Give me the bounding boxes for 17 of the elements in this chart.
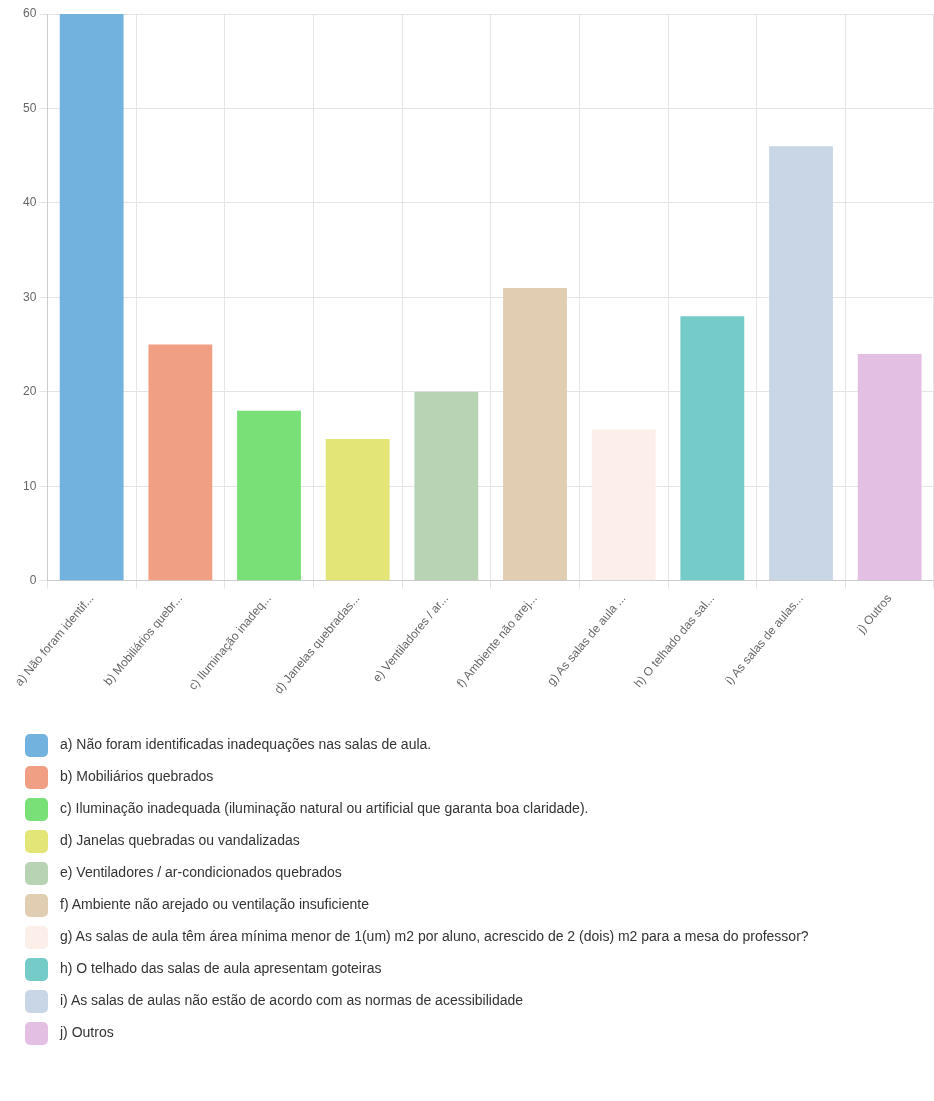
y-tick-label: 30: [22, 289, 37, 304]
legend-label: g) As salas de aula têm área mínima menor de 1(um) m2 por aluno, acrescido de 2 (dois) m2 para a mesa do professor?: [60, 927, 809, 946]
legend-label: b) Mobiliários quebrados: [60, 767, 214, 786]
y-tick-label: 40: [22, 195, 37, 210]
y-tick-label: 10: [22, 478, 37, 493]
legend-label: j) Outros: [60, 1023, 114, 1042]
y-tick-label: 50: [22, 100, 37, 115]
legend-label: c) Iluminação inadequada (iluminação natural ou artificial que garanta boa claridade).: [60, 799, 589, 818]
y-tick-label: 60: [22, 6, 37, 21]
legend-label: h) O telhado das salas de aula apresentam goteiras: [60, 959, 382, 978]
legend-label: e) Ventiladores / ar-condicionados quebrados: [60, 863, 342, 882]
legend-label: a) Não foram identificadas inadequações nas salas de aula.: [60, 735, 432, 754]
y-tick-label: 20: [22, 384, 37, 399]
legend-label: i) As salas de aulas não estão de acordo com as normas de acessibilidade: [60, 991, 524, 1010]
legend-label: f) Ambiente não arejado ou ventilação insuficiente: [60, 895, 369, 914]
legend-label: d) Janelas quebradas ou vandalizadas: [60, 831, 300, 850]
y-tick-label: 0: [29, 572, 37, 587]
